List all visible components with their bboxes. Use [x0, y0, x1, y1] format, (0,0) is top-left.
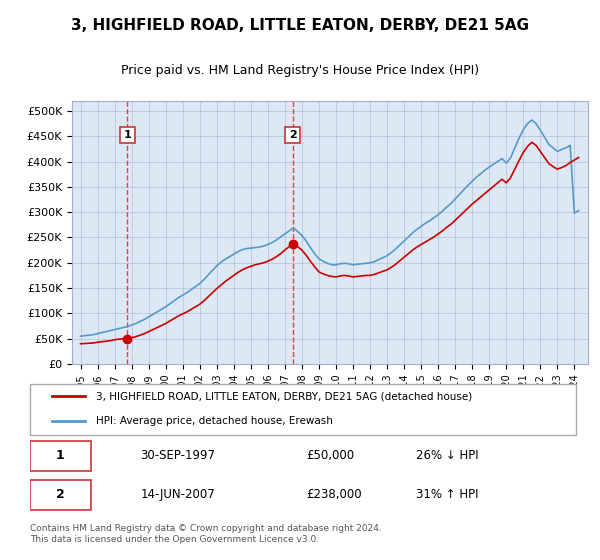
FancyBboxPatch shape [30, 384, 577, 435]
Text: 14-JUN-2007: 14-JUN-2007 [140, 488, 215, 501]
FancyBboxPatch shape [30, 480, 91, 510]
Text: 1: 1 [124, 130, 131, 140]
Text: 2: 2 [56, 488, 65, 501]
Text: 26% ↓ HPI: 26% ↓ HPI [416, 449, 479, 462]
Text: £50,000: £50,000 [306, 449, 354, 462]
Text: 1: 1 [56, 449, 65, 462]
Text: 3, HIGHFIELD ROAD, LITTLE EATON, DERBY, DE21 5AG (detached house): 3, HIGHFIELD ROAD, LITTLE EATON, DERBY, … [96, 391, 472, 402]
Text: HPI: Average price, detached house, Erewash: HPI: Average price, detached house, Erew… [96, 416, 333, 426]
Text: Contains HM Land Registry data © Crown copyright and database right 2024.
This d: Contains HM Land Registry data © Crown c… [30, 524, 382, 544]
Text: 3, HIGHFIELD ROAD, LITTLE EATON, DERBY, DE21 5AG: 3, HIGHFIELD ROAD, LITTLE EATON, DERBY, … [71, 18, 529, 32]
Text: Price paid vs. HM Land Registry's House Price Index (HPI): Price paid vs. HM Land Registry's House … [121, 64, 479, 77]
Text: £238,000: £238,000 [306, 488, 362, 501]
Text: 2: 2 [289, 130, 296, 140]
FancyBboxPatch shape [30, 441, 91, 470]
Text: 31% ↑ HPI: 31% ↑ HPI [416, 488, 479, 501]
Text: 30-SEP-1997: 30-SEP-1997 [140, 449, 215, 462]
